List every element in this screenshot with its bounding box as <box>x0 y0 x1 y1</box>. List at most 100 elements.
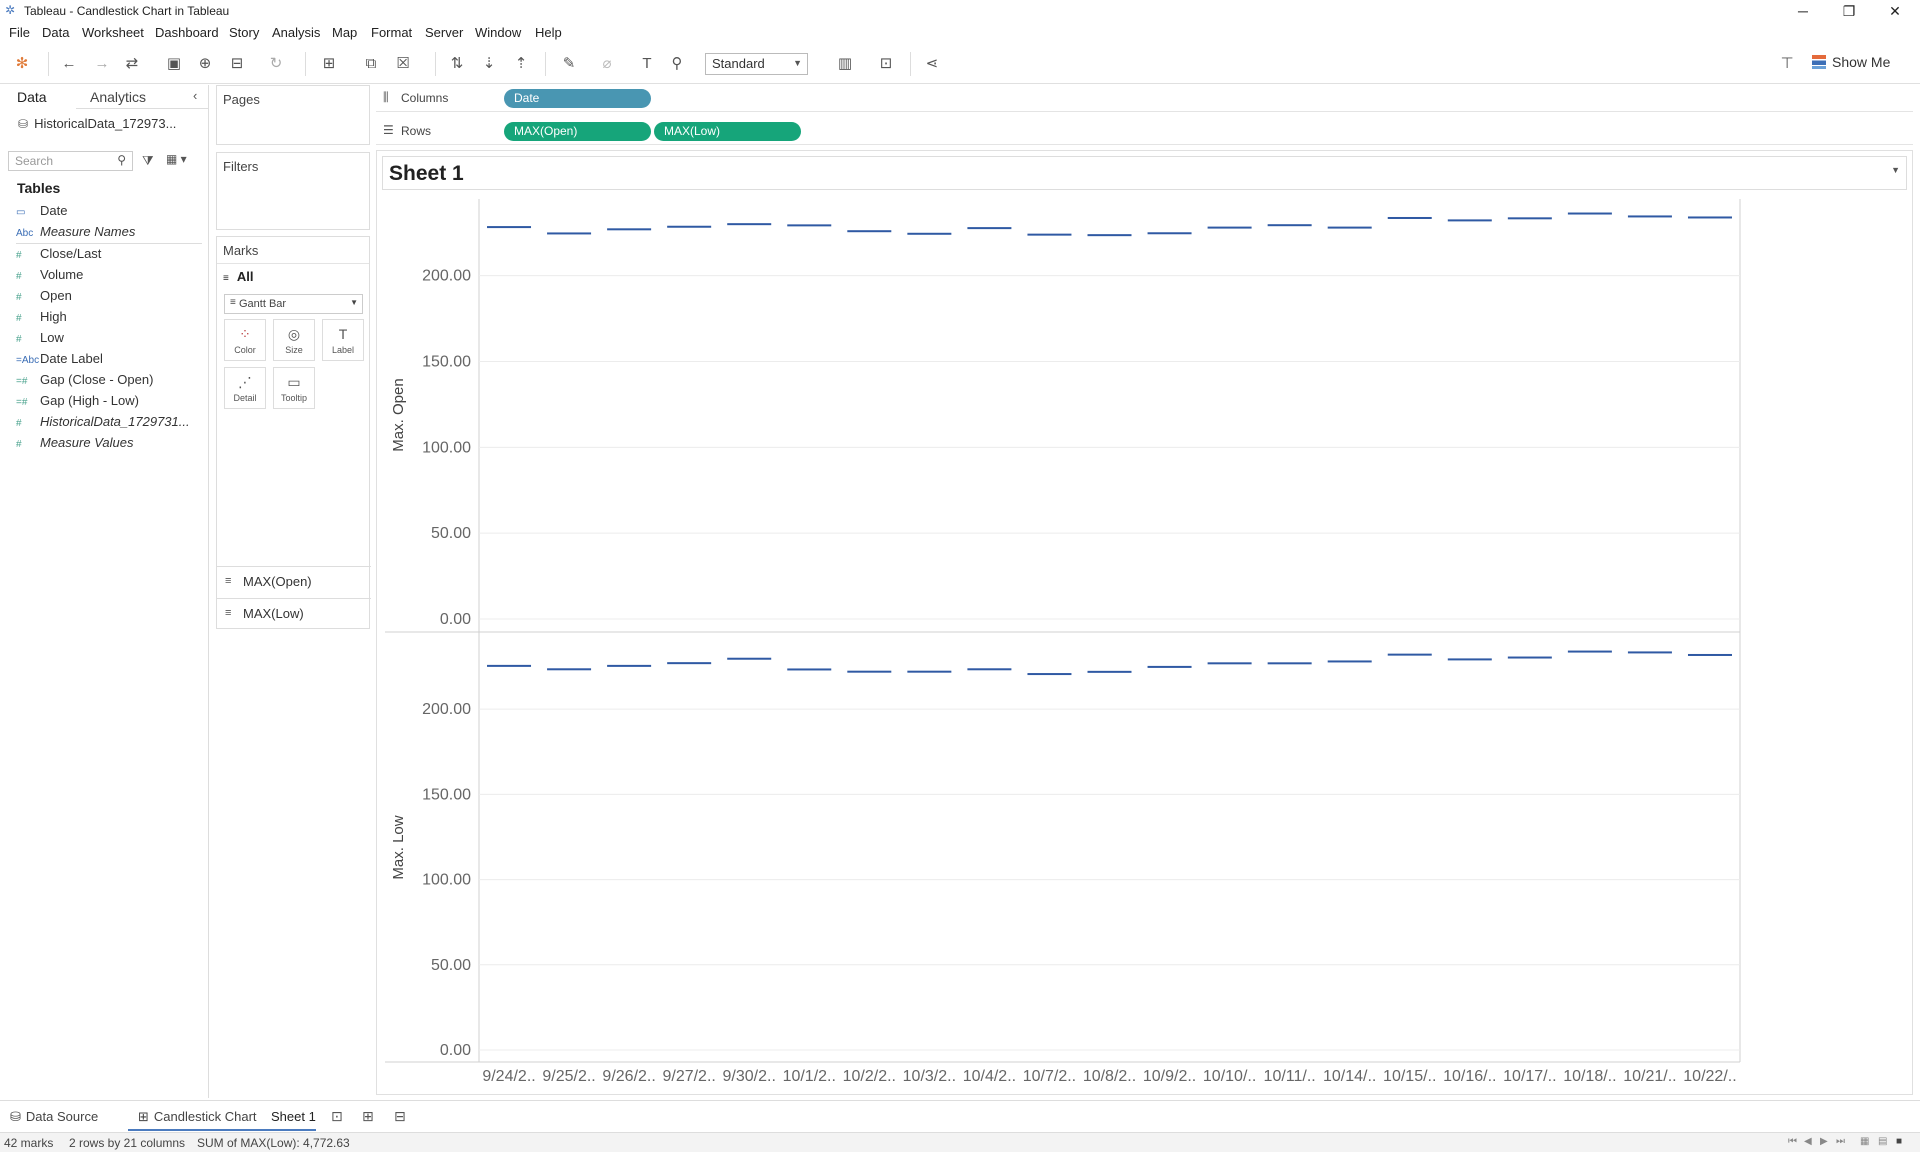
sheet-title-box[interactable]: Sheet 1 ▼ <box>382 156 1907 190</box>
nav-next-icon[interactable]: ▶ <box>1820 1136 1828 1147</box>
pause-updates-icon[interactable]: ⊟ <box>230 55 244 72</box>
show-me-label: Show Me <box>1832 54 1891 70</box>
tab-candlestick-chart[interactable]: ⊞ Candlestick Chart <box>138 1109 257 1125</box>
field-volume[interactable]: # Volume <box>16 267 206 287</box>
show-filmstrip-icon[interactable]: ▤ <box>1878 1136 1888 1147</box>
menu-story[interactable]: Story <box>229 25 260 40</box>
menu-data[interactable]: Data <box>42 25 70 40</box>
swap-icon[interactable]: ⇅ <box>450 55 464 72</box>
gantt-bar <box>907 670 952 673</box>
maximize-button[interactable]: ❐ <box>1842 3 1856 19</box>
tab-sheet-1[interactable]: Sheet 1 <box>271 1109 316 1124</box>
tab-data-source[interactable]: ⛁ Data Source <box>10 1109 98 1125</box>
save-icon[interactable]: ▣ <box>166 55 182 72</box>
new-worksheet-icon[interactable]: ⊡ <box>331 1108 343 1124</box>
gantt-bar <box>1507 217 1552 220</box>
menu-format[interactable]: Format <box>371 25 413 40</box>
menu-dashboard[interactable]: Dashboard <box>155 25 219 40</box>
field-gap-close-open[interactable]: =# Gap (Close - Open) <box>16 372 206 392</box>
gantt-bar <box>1387 216 1432 219</box>
collapse-pane-icon[interactable]: ‹ <box>193 88 198 103</box>
pages-card[interactable]: Pages <box>216 85 370 145</box>
show-me-button[interactable]: Show Me <box>1812 54 1912 74</box>
tab-data[interactable]: Data <box>17 89 47 105</box>
close-button[interactable]: ✕ <box>1889 3 1901 19</box>
field-historicaldata-count[interactable]: # HistoricalData_1729731... <box>16 414 206 434</box>
menu-file[interactable]: File <box>9 25 30 40</box>
new-story-icon[interactable]: ⊟ <box>394 1108 406 1124</box>
field-low[interactable]: # Low <box>16 330 206 350</box>
highlight-icon[interactable]: ✎ <box>562 55 576 72</box>
fit-width-icon[interactable]: ▥ <box>837 55 853 72</box>
color-button[interactable]: ⁘ Color <box>224 319 266 361</box>
menu-help[interactable]: Help <box>535 25 562 40</box>
mark-type-select[interactable]: ≡ Gantt Bar ▼ <box>224 294 363 314</box>
gantt-icon: ≡ <box>223 273 229 284</box>
pill-max-open[interactable]: MAX(Open) <box>504 122 651 141</box>
undo-icon[interactable]: ← <box>61 55 77 72</box>
menu-window[interactable]: Window <box>475 25 522 40</box>
view-options-icon[interactable]: ▦ ▾ <box>166 152 187 166</box>
tab-analytics[interactable]: Analytics <box>90 89 147 105</box>
field-gap-high-low[interactable]: =# Gap (High - Low) <box>16 393 206 413</box>
rows-shelf[interactable]: ☰ Rows MAX(Open) MAX(Low) <box>376 118 1913 145</box>
columns-shelf[interactable]: ⫼ Columns Date <box>376 85 1913 112</box>
y-tick-label: 50.00 <box>431 957 471 974</box>
replay-icon[interactable]: ⇄ <box>125 55 139 72</box>
field-measure-names[interactable]: Abc Measure Names <box>16 224 206 244</box>
field-date-label[interactable]: =AbcDate Label <box>16 351 206 371</box>
pin-icon[interactable]: ⚲ <box>671 55 683 72</box>
show-sheet-sorter-icon[interactable]: ▦ <box>1860 1136 1870 1147</box>
sort-ascending-icon[interactable]: ⇣ <box>482 55 496 72</box>
sheet-tabs-bar: ⛁ Data Source ⊞ Candlestick Chart Sheet 1 … <box>0 1100 1920 1132</box>
label-button[interactable]: T Label <box>322 319 364 361</box>
pill-date[interactable]: Date <box>504 89 651 108</box>
tableau-logo-icon[interactable]: ✻ <box>15 55 29 72</box>
labels-icon[interactable]: T <box>642 55 652 72</box>
refresh-icon[interactable]: ↻ <box>269 55 283 72</box>
minimize-button[interactable]: ─ <box>1798 3 1808 19</box>
field-date[interactable]: ▭ Date <box>16 203 206 223</box>
gantt-bar <box>1447 658 1492 661</box>
group-icon[interactable]: ⌀ <box>602 55 612 72</box>
field-close-last[interactable]: # Close/Last <box>16 246 206 266</box>
sort-descending-icon[interactable]: ⇡ <box>514 55 528 72</box>
redo-icon[interactable]: → <box>94 55 110 72</box>
detail-button[interactable]: ⋰ Detail <box>224 367 266 409</box>
new-datasource-icon[interactable]: ⊕ <box>198 55 212 72</box>
show-tabs-icon[interactable]: ■ <box>1896 1136 1903 1147</box>
field-measure-values[interactable]: # Measure Values <box>16 435 206 455</box>
menu-worksheet[interactable]: Worksheet <box>82 25 144 40</box>
nav-prev-icon[interactable]: ◀ <box>1804 1136 1812 1147</box>
x-tick-label: 10/22/.. <box>1683 1068 1736 1085</box>
filter-icon[interactable]: ⧩ <box>142 153 154 168</box>
search-input[interactable]: Search ⚲ <box>8 151 133 171</box>
x-tick-label: 10/18/.. <box>1563 1068 1616 1085</box>
tooltip-button[interactable]: ▭ Tooltip <box>273 367 315 409</box>
clear-icon[interactable]: ☒ <box>396 55 410 72</box>
format-painter-icon[interactable]: ⊤ <box>1780 55 1794 72</box>
new-worksheet-icon[interactable]: ⊞ <box>322 55 336 72</box>
menu-server[interactable]: Server <box>425 25 464 40</box>
field-high[interactable]: # High <box>16 309 206 329</box>
size-button[interactable]: ◎ Size <box>273 319 315 361</box>
field-open[interactable]: # Open <box>16 288 206 308</box>
duplicate-icon[interactable]: ⧉ <box>365 55 377 72</box>
menu-map[interactable]: Map <box>332 25 358 40</box>
chevron-down-icon[interactable]: ▼ <box>1891 165 1900 175</box>
nav-first-icon[interactable]: ⏮ <box>1788 1136 1797 1147</box>
share-icon[interactable]: ⋖ <box>925 55 939 72</box>
marks-all-label: All <box>236 269 254 284</box>
marks-all-tab[interactable]: ≡ All <box>223 269 253 284</box>
marks-tab-max-open[interactable]: ≡ MAX(Open) <box>217 566 371 598</box>
menu-analysis[interactable]: Analysis <box>272 25 321 40</box>
marks-tab-max-low[interactable]: ≡ MAX(Low) <box>217 598 371 630</box>
pill-max-low[interactable]: MAX(Low) <box>654 122 801 141</box>
fit-select[interactable]: Standard ▼ <box>705 53 808 75</box>
presentation-icon[interactable]: ⊡ <box>879 55 893 72</box>
filters-card[interactable]: Filters <box>216 152 370 230</box>
nav-last-icon[interactable]: ⏭ <box>1836 1136 1845 1147</box>
label-icon: T <box>338 326 348 342</box>
new-dashboard-icon[interactable]: ⊞ <box>362 1108 374 1124</box>
datasource-item[interactable]: ⛁ HistoricalData_172973... <box>18 116 176 131</box>
